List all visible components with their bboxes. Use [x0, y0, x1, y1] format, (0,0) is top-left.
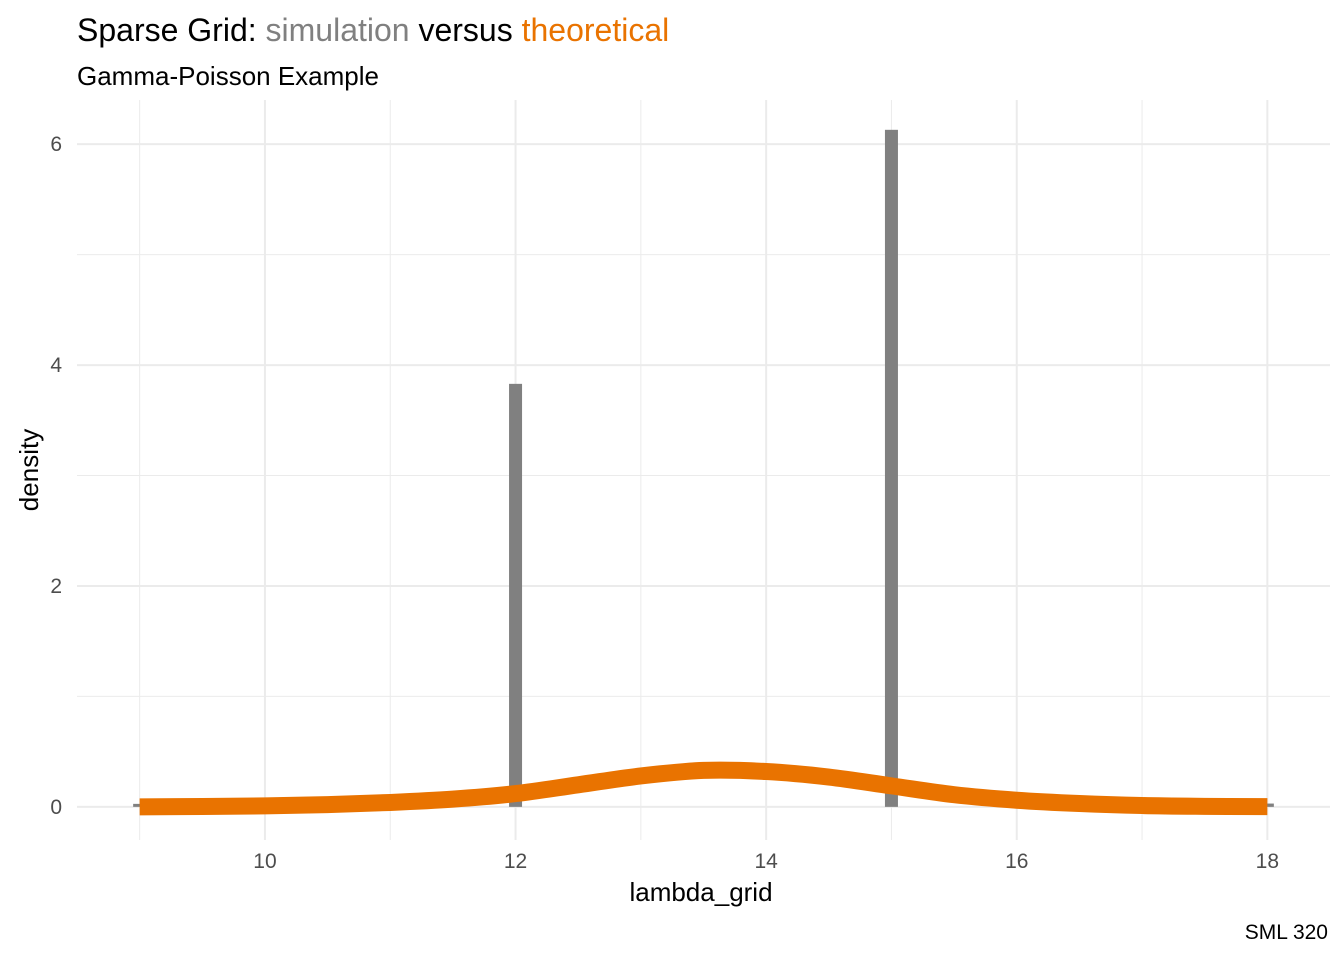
title-theoretical: theoretical: [521, 12, 670, 48]
x-tick-label: 10: [253, 850, 276, 873]
x-tick-label: 18: [1256, 850, 1279, 873]
title-simulation: simulation: [265, 12, 410, 48]
theoretical-line-layer: [139, 761, 1268, 816]
y-tick-label: 6: [50, 133, 62, 156]
theoretical-density-line: [139, 761, 1268, 816]
x-tick-label: 12: [504, 850, 527, 873]
y-tick-label: 0: [50, 796, 62, 819]
chart-caption: SML 320: [1244, 921, 1328, 944]
x-axis-title: lambda_grid: [629, 877, 772, 907]
simulation-bars: [133, 129, 1274, 807]
chart-subtitle: Gamma-Poisson Example: [77, 61, 379, 91]
y-tick-label: 4: [50, 354, 62, 377]
title-versus: versus: [409, 12, 522, 48]
x-axis-ticks: 10 12 14 16 18: [253, 850, 1279, 873]
x-tick-label: 16: [1005, 850, 1028, 873]
y-axis-ticks: 0 2 4 6: [50, 133, 62, 819]
x-tick-label: 14: [754, 850, 778, 873]
simulation-bar: [884, 129, 898, 807]
title-prefix: Sparse Grid:: [77, 12, 266, 48]
y-axis-title: density: [14, 429, 44, 511]
chart-title: Sparse Grid: simulation versus theoretic…: [77, 10, 669, 50]
simulation-bar: [509, 383, 523, 807]
y-tick-label: 2: [50, 575, 62, 598]
